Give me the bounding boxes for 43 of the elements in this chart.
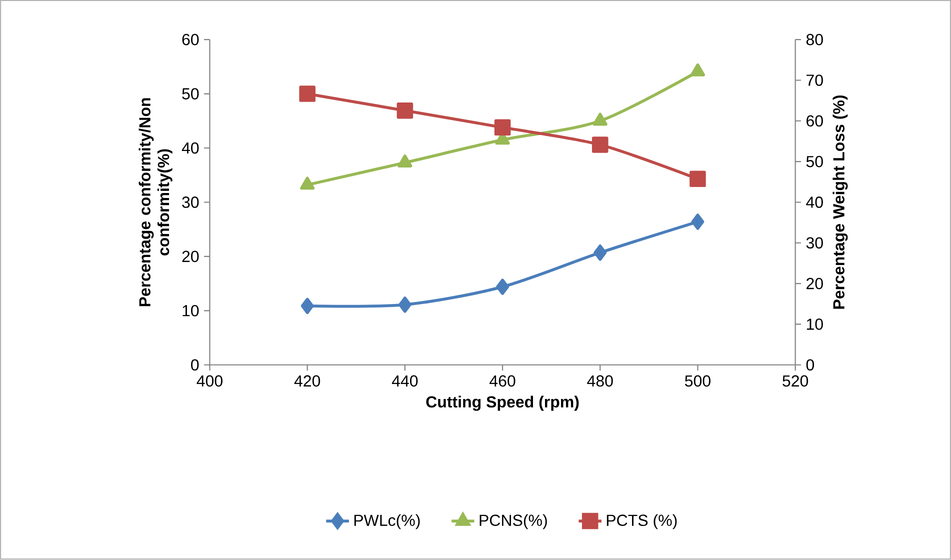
y-tick-label: 10 <box>182 305 199 317</box>
y2-tick-label: 40 <box>806 196 823 208</box>
y2-axis-title: Percentage Weight Loss (%) <box>832 96 848 309</box>
point <box>496 278 510 296</box>
y-tick-label: 40 <box>182 142 199 154</box>
point <box>300 176 315 190</box>
y2-tick-label: 50 <box>806 156 823 168</box>
y-axis-title: Percentage conformity/Non conformity(%) <box>138 98 172 306</box>
y2-tick-label: 20 <box>806 278 823 290</box>
point <box>691 214 704 230</box>
x-tick-label: 480 <box>587 375 613 387</box>
point <box>690 64 705 77</box>
point <box>690 170 706 188</box>
legend-label: PCNS(%) <box>480 514 547 530</box>
point <box>494 119 511 136</box>
x-tick-label: 440 <box>392 375 418 387</box>
x-tick-label: 460 <box>490 375 516 387</box>
y-tick-label: 30 <box>182 196 199 208</box>
y-tick-label: 60 <box>182 34 199 46</box>
y2-tick-label: 80 <box>806 34 823 46</box>
legend-label: PWLc(%) <box>354 514 420 530</box>
y-tick-label: 20 <box>182 250 199 262</box>
point <box>594 244 607 261</box>
y2-tick-label: 70 <box>806 74 823 86</box>
point <box>592 136 608 154</box>
legend-label: PCTS (%) <box>606 514 677 530</box>
x-axis-title: Cutting Speed (rpm) <box>426 396 579 411</box>
point <box>396 102 414 119</box>
x-tick-label: 500 <box>685 375 710 387</box>
y2-tick-label: 60 <box>806 115 823 127</box>
y2-tick-label: 10 <box>806 318 823 330</box>
y2-tick-label: 0 <box>806 359 814 371</box>
point <box>300 298 314 314</box>
point <box>299 86 316 102</box>
y-tick-label: 50 <box>182 88 199 100</box>
y-tick-label: 0 <box>191 359 199 371</box>
point <box>398 296 412 314</box>
x-tick-label: 400 <box>196 375 222 387</box>
point <box>592 112 608 126</box>
x-tick-label: 520 <box>782 375 808 387</box>
x-tick-label: 420 <box>294 375 320 387</box>
point <box>398 154 412 168</box>
y2-tick-label: 30 <box>806 237 823 249</box>
